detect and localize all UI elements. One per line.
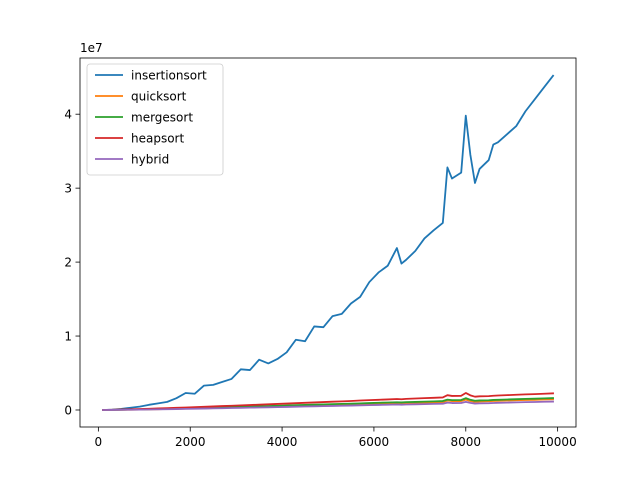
legend-label-quicksort: quicksort <box>131 90 187 104</box>
plot-frame <box>79 57 577 428</box>
y-tick-label: 4 <box>64 108 72 122</box>
x-tick-label: 0 <box>95 435 103 449</box>
y-tick-label: 3 <box>64 182 72 196</box>
x-tick-label: 6000 <box>359 435 390 449</box>
legend-box <box>86 63 224 176</box>
y-tick-label: 1 <box>64 330 72 344</box>
x-tick-label: 10000 <box>539 435 577 449</box>
series-line-heapsort <box>102 392 554 411</box>
series-line-insertionsort <box>102 74 555 411</box>
y-axis: 0 1 2 3 4 <box>64 108 80 417</box>
legend: insertionsort quicksort mergesort heapsort h… <box>86 63 224 176</box>
x-axis: 0 2000 4000 6000 8000 10000 <box>95 427 577 449</box>
legend-label-hybrid: hybrid <box>131 153 169 167</box>
x-tick-label: 2000 <box>175 435 206 449</box>
legend-label-insertionsort: insertionsort <box>131 69 207 83</box>
series-line-hybrid <box>102 400 554 411</box>
plot-lines <box>102 74 555 411</box>
legend-label-heapsort: heapsort <box>131 132 184 146</box>
x-tick-label: 4000 <box>267 435 298 449</box>
y-offset-label: 1e7 <box>80 41 103 55</box>
x-tick-label: 8000 <box>451 435 482 449</box>
y-tick-label: 2 <box>64 256 72 270</box>
y-tick-label: 0 <box>64 403 72 417</box>
legend-label-mergesort: mergesort <box>131 111 193 125</box>
